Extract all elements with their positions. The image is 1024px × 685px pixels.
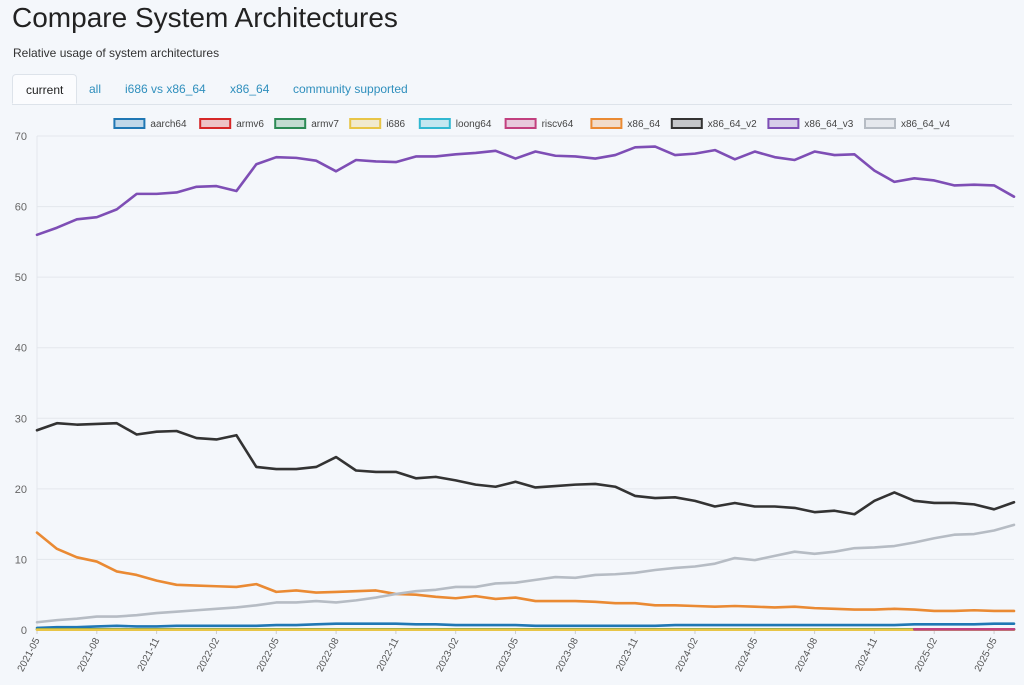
legend-label: aarch64 — [150, 119, 187, 130]
legend-item-riscv64: riscv64 — [504, 118, 574, 130]
legend-item-x86-64-v3: x86_64_v3 — [767, 118, 854, 130]
legend-label: x86_64 — [627, 119, 660, 130]
legend-item-aarch64: aarch64 — [113, 118, 187, 130]
tab-community-supported[interactable]: community supported — [293, 82, 408, 96]
x-tick-label: 2025-05 — [973, 636, 1000, 674]
legend-label: loong64 — [456, 119, 492, 130]
x-tick-label: 2021-08 — [76, 636, 103, 674]
x-tick-label: 2024-08 — [793, 636, 820, 674]
series-line-x86-64-v3 — [35, 145, 1016, 237]
y-tick-label: 40 — [15, 343, 27, 355]
legend-item-armv7: armv7 — [274, 118, 339, 130]
legend-swatch — [767, 118, 800, 129]
legend-label: x86_64_v3 — [804, 119, 853, 130]
x-tick-label: 2023-02 — [434, 636, 461, 674]
y-tick-label: 0 — [21, 625, 27, 637]
legend-item-armv6: armv6 — [199, 118, 264, 130]
legend-label: x86_64_v4 — [901, 119, 950, 130]
x-tick-label: 2021-11 — [136, 636, 163, 673]
legend-swatch — [274, 118, 307, 129]
x-tick-label: 2023-11 — [614, 636, 641, 673]
x-tick-label: 2022-02 — [195, 636, 222, 674]
y-tick-label: 60 — [15, 202, 27, 214]
legend-label: riscv64 — [542, 119, 574, 130]
legend-swatch — [590, 118, 623, 129]
legend-label: armv7 — [311, 119, 339, 130]
legend-item-loong64: loong64 — [418, 118, 492, 130]
x-tick-label: 2023-05 — [494, 636, 521, 674]
legend-swatch — [113, 118, 146, 129]
legend-swatch — [864, 118, 896, 129]
y-tick-label: 10 — [15, 554, 27, 566]
series-line-x86-64-v4 — [35, 523, 1016, 624]
y-tick-label: 70 — [15, 131, 27, 143]
legend-item-x86-64-v4: x86_64_v4 — [864, 118, 950, 130]
legend-item-x86-64-v2: x86_64_v2 — [670, 118, 757, 130]
legend-swatch — [504, 118, 537, 129]
page-subtitle: Relative usage of system architectures — [13, 46, 220, 60]
legend-item-i686: i686 — [349, 118, 406, 130]
legend-label: x86_64_v2 — [708, 119, 757, 130]
chart-legend: aarch64 armv6 armv7 i686 loong64 riscv64 x86_6… — [113, 118, 950, 130]
y-tick-label: 30 — [15, 413, 27, 425]
tab-x86-64[interactable]: x86_64 — [230, 82, 270, 96]
page-title: Compare System Architectures — [12, 2, 398, 33]
x-tick-label: 2025-02 — [913, 636, 940, 674]
y-tick-label: 50 — [15, 272, 27, 284]
legend-label: i686 — [386, 119, 405, 130]
x-tick-label: 2022-05 — [255, 636, 282, 674]
x-tick-label: 2023-08 — [554, 636, 581, 674]
x-tick-label: 2024-05 — [734, 636, 761, 674]
tab-i686-vs-x86-64[interactable]: i686 vs x86_64 — [125, 82, 206, 96]
legend-swatch — [199, 118, 232, 129]
series-line-x86-64-v2 — [35, 421, 1016, 516]
y-tick-label: 20 — [15, 484, 27, 496]
x-tick-label: 2021-05 — [16, 636, 43, 674]
legend-item-x86-64: x86_64 — [590, 118, 661, 130]
x-tick-label: 2024-11 — [853, 636, 880, 673]
legend-swatch — [349, 118, 382, 129]
tab-all[interactable]: all — [89, 82, 102, 96]
x-tick-label: 2022-08 — [315, 636, 342, 674]
tab-bar: current all i686 vs x86_64 x86_64 commun… — [12, 74, 1012, 105]
legend-label: armv6 — [236, 119, 264, 130]
legend-swatch — [418, 118, 451, 129]
tab-current[interactable]: current — [12, 74, 78, 104]
series-line-x86-64 — [35, 531, 1016, 613]
series-line-aarch64 — [35, 622, 1016, 630]
x-tick-label: 2022-11 — [375, 636, 402, 673]
architecture-usage-chart: 0 10 20 30 40 50 60 70 2021-05 2021-08 2021-11 2022… — [15, 118, 1016, 674]
legend-swatch — [670, 118, 703, 129]
x-tick-label: 2024-02 — [674, 636, 701, 674]
